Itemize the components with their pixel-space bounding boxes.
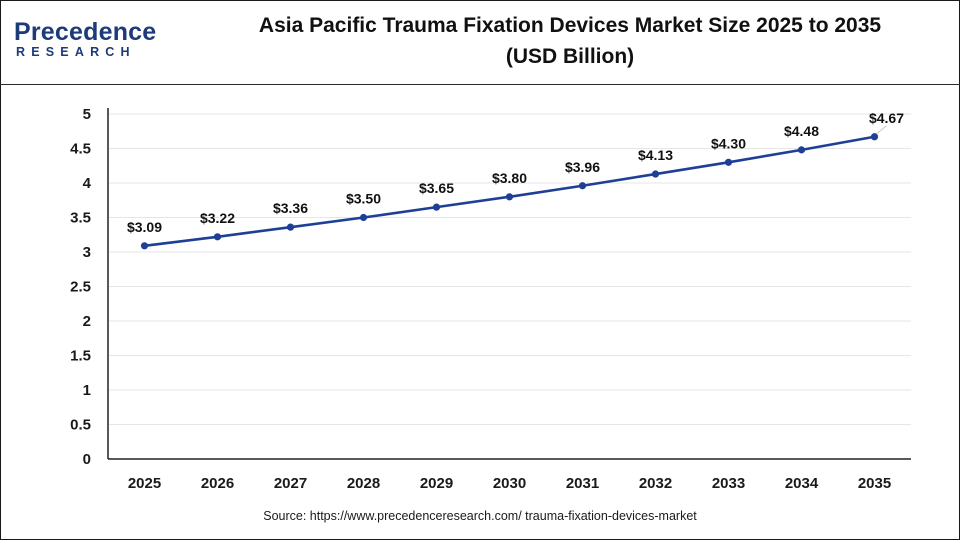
y-tick-label: 4 [83, 175, 92, 192]
data-point [870, 133, 879, 141]
x-tick-label: 2030 [493, 475, 526, 492]
data-point [286, 223, 295, 231]
data-label: $3.50 [346, 191, 381, 207]
x-tick-label: 2035 [858, 475, 891, 492]
x-tick-label: 2034 [785, 475, 819, 492]
y-tick-label: 3.5 [70, 210, 91, 227]
data-point [432, 203, 441, 211]
chart-title: Asia Pacific Trauma Fixation Devices Mar… [200, 10, 940, 72]
data-label: $3.09 [127, 219, 162, 235]
x-tick-label: 2032 [639, 475, 672, 492]
x-tick-label: 2025 [128, 475, 161, 492]
header: Precedence RESEARCH Asia Pacific Trauma … [0, 0, 960, 85]
y-tick-label: 1 [83, 382, 91, 399]
y-tick-label: 4.5 [70, 141, 91, 158]
data-label: $3.65 [419, 180, 454, 196]
data-point [578, 182, 587, 190]
x-tick-label: 2033 [712, 475, 745, 492]
series-line [144, 135, 875, 248]
x-tick-label: 2028 [347, 475, 380, 492]
data-point [359, 213, 368, 222]
data-label: $3.96 [565, 159, 600, 175]
data-point [724, 158, 733, 166]
y-tick-label: 1.5 [70, 348, 91, 365]
data-point [213, 233, 222, 241]
chart-title-line-2: (USD Billion) [505, 45, 635, 68]
data-label: $3.36 [273, 200, 308, 216]
data-label: $4.67 [869, 110, 904, 126]
data-label: $4.13 [638, 147, 673, 163]
logo-name: Precedence [14, 18, 157, 46]
x-tick-label: 2026 [201, 475, 234, 492]
line-chart: 0 0.5 1 1.5 2 2.5 3 3.5 4 4.5 5 2025 2026 2027 2028 202… [70, 106, 911, 492]
y-tick-label: 2 [83, 313, 91, 330]
source-note: Source: https://www.precedenceresearch.c… [263, 509, 697, 523]
chart-title-line-1: Asia Pacific Trauma Fixation Devices Mar… [258, 14, 882, 37]
x-tick-label: 2031 [566, 475, 599, 492]
x-tick-label: 2027 [274, 475, 307, 492]
data-point [140, 242, 149, 250]
y-tick-label: 0.5 [70, 417, 91, 434]
y-tick-label: 5 [83, 106, 91, 123]
x-tick-label: 2029 [420, 475, 453, 492]
logo-subtitle: RESEARCH [16, 45, 136, 59]
data-label: $3.80 [492, 170, 527, 186]
data-label-leader [876, 125, 887, 135]
data-label: $3.22 [200, 210, 235, 226]
data-point [797, 146, 806, 154]
data-point [651, 170, 660, 178]
y-tick-label: 2.5 [70, 279, 91, 296]
precedence-research-logo: Precedence RESEARCH [14, 18, 164, 64]
data-label: $4.48 [784, 123, 819, 139]
data-point [505, 193, 514, 201]
data-label: $4.30 [711, 135, 746, 151]
y-tick-label: 0 [83, 451, 91, 468]
y-tick-label: 3 [83, 244, 91, 261]
